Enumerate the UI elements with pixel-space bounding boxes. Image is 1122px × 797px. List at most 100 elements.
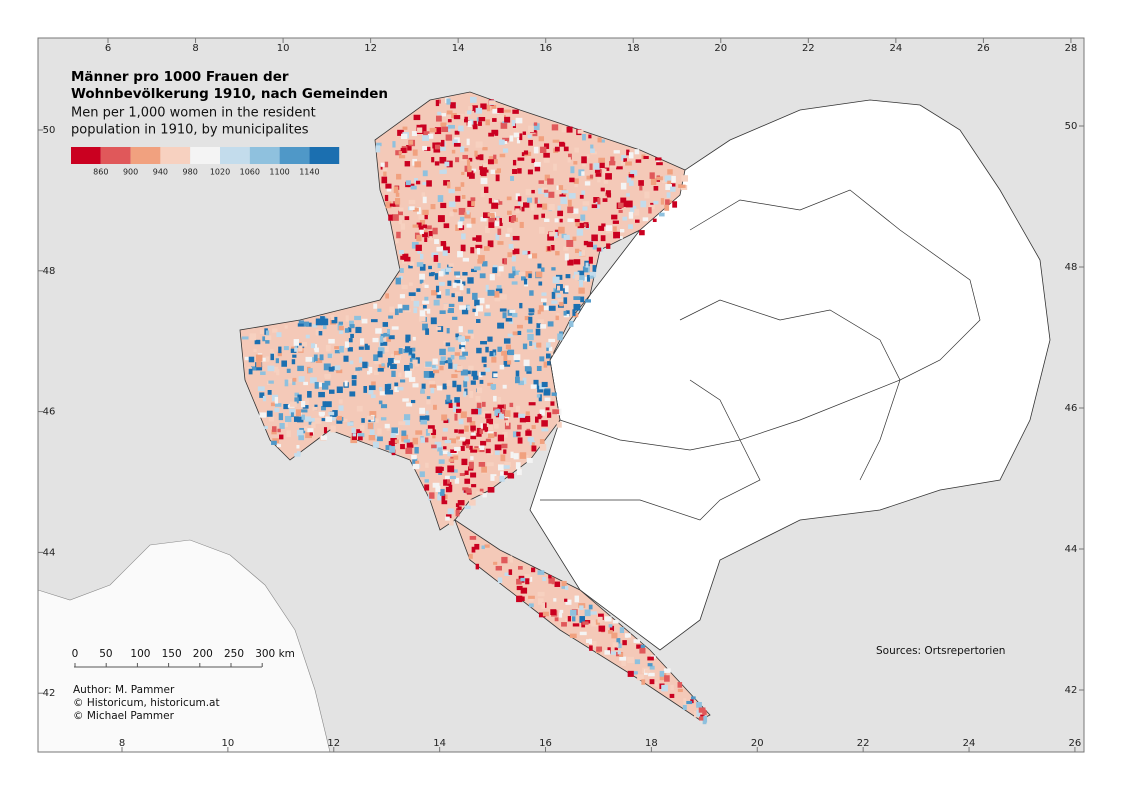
- municipality: [469, 168, 477, 172]
- municipality: [573, 259, 581, 265]
- municipality: [494, 220, 500, 227]
- municipality: [680, 184, 686, 188]
- municipality: [653, 185, 659, 191]
- municipality: [451, 149, 456, 154]
- municipality: [537, 591, 545, 597]
- municipality: [472, 292, 478, 300]
- municipality: [491, 104, 497, 111]
- municipality: [474, 150, 478, 157]
- municipality: [475, 563, 480, 570]
- municipality: [539, 356, 545, 362]
- municipality: [635, 219, 640, 223]
- municipality: [528, 595, 535, 599]
- municipality: [422, 181, 428, 186]
- municipality: [513, 412, 519, 418]
- municipality: [497, 241, 504, 245]
- municipality: [517, 330, 522, 336]
- municipality: [671, 175, 676, 183]
- municipality: [465, 443, 469, 449]
- top-tick-label: 18: [627, 43, 640, 54]
- municipality: [483, 186, 489, 193]
- municipality: [447, 465, 455, 473]
- municipality: [253, 348, 257, 353]
- municipality: [464, 478, 471, 484]
- municipality: [265, 356, 270, 362]
- municipality: [417, 127, 423, 133]
- municipality: [589, 645, 593, 651]
- municipality: [526, 197, 533, 203]
- municipality: [672, 201, 678, 208]
- municipality: [290, 348, 297, 353]
- municipality: [507, 252, 512, 258]
- municipality: [325, 344, 331, 352]
- municipality: [485, 169, 489, 173]
- municipality: [567, 157, 571, 163]
- municipality: [296, 429, 304, 437]
- municipality: [441, 483, 445, 489]
- municipality: [489, 351, 494, 357]
- municipality: [534, 166, 541, 172]
- municipality: [529, 341, 533, 346]
- municipality: [489, 418, 494, 425]
- municipality: [445, 342, 451, 347]
- municipality: [507, 472, 514, 478]
- municipality: [572, 236, 577, 241]
- municipality: [485, 367, 491, 372]
- municipality: [481, 356, 487, 363]
- municipality: [406, 442, 414, 448]
- municipality: [427, 133, 434, 139]
- municipality: [330, 425, 336, 433]
- municipality: [458, 326, 463, 333]
- municipality: [404, 161, 411, 167]
- municipality: [305, 432, 312, 439]
- municipality: [691, 696, 696, 700]
- municipality: [552, 139, 560, 143]
- municipality: [635, 159, 642, 163]
- municipality: [482, 493, 487, 498]
- municipality: [460, 369, 468, 376]
- municipality: [399, 268, 404, 273]
- municipality: [344, 341, 350, 348]
- municipality: [336, 386, 343, 394]
- municipality: [411, 347, 416, 352]
- municipality: [429, 236, 433, 241]
- municipality: [478, 297, 485, 304]
- municipality: [398, 220, 402, 225]
- legend-swatch: [249, 147, 280, 164]
- municipality: [512, 109, 519, 114]
- municipality: [557, 298, 564, 302]
- municipality: [408, 292, 416, 296]
- municipality: [409, 140, 413, 145]
- municipality: [664, 675, 670, 682]
- municipality: [665, 199, 670, 205]
- municipality: [434, 239, 439, 245]
- municipality: [639, 185, 643, 191]
- municipality: [419, 407, 426, 414]
- municipality: [516, 137, 521, 144]
- municipality: [301, 342, 308, 347]
- municipality: [422, 232, 428, 238]
- municipality: [315, 358, 323, 364]
- municipality: [434, 144, 440, 150]
- municipality: [492, 267, 498, 274]
- municipality: [525, 188, 532, 196]
- municipality: [397, 304, 402, 311]
- municipality: [566, 126, 573, 133]
- municipality: [256, 366, 263, 371]
- municipality: [604, 616, 612, 622]
- municipality: [487, 336, 493, 342]
- municipality: [476, 402, 482, 410]
- municipality: [565, 310, 570, 317]
- municipality: [578, 251, 583, 256]
- municipality: [435, 285, 440, 293]
- municipality: [378, 400, 383, 405]
- municipality: [424, 437, 429, 443]
- municipality: [432, 142, 438, 149]
- municipality: [565, 274, 571, 279]
- municipality: [603, 180, 609, 184]
- municipality: [414, 178, 419, 183]
- municipality: [281, 360, 288, 367]
- municipality: [466, 288, 471, 294]
- municipality: [522, 343, 528, 350]
- municipality: [471, 408, 478, 415]
